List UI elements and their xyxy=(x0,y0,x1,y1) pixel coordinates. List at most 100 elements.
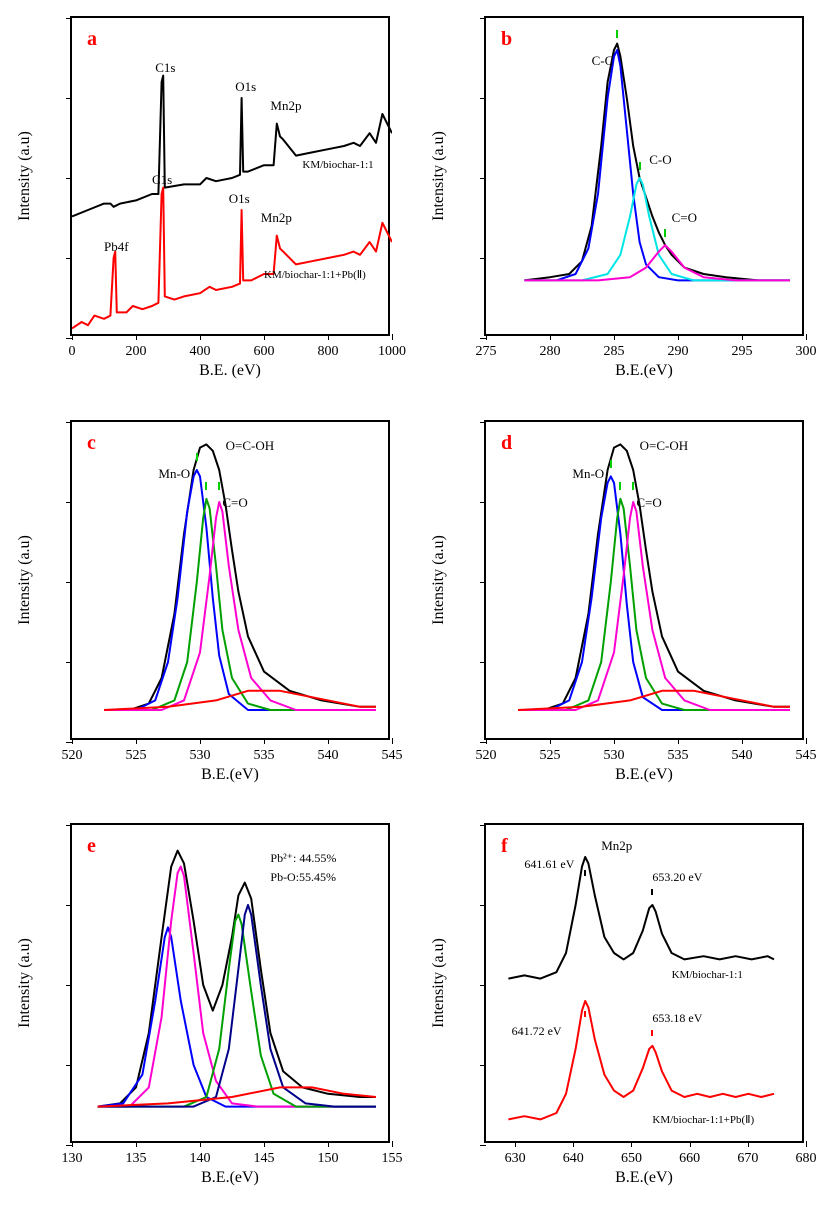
xtick-mark xyxy=(614,334,615,340)
ytick-mark xyxy=(480,178,486,179)
ytick-mark xyxy=(66,338,72,339)
xtick-label: 285 xyxy=(604,344,625,360)
x-axis-label: B.E.(eV) xyxy=(615,766,673,784)
peak-marker xyxy=(610,460,612,468)
curve-ocoh-peak xyxy=(104,502,376,710)
xtick-label: 540 xyxy=(732,748,753,764)
xtick-mark xyxy=(72,1141,73,1147)
xtick-mark xyxy=(264,738,265,744)
x-axis-label: B.E.(eV) xyxy=(615,1169,673,1187)
xtick-mark xyxy=(136,1141,137,1147)
xtick-label: 200 xyxy=(126,344,147,360)
xtick-label: 1000 xyxy=(378,344,406,360)
annotation: 653.20 eV xyxy=(652,870,702,885)
curve-envelope xyxy=(518,444,790,710)
xtick-mark xyxy=(392,1141,393,1147)
panel-d: O=C-OHMn-OC=Od520525530535540545Intensit… xyxy=(424,414,818,798)
panel-letter: d xyxy=(501,432,512,455)
xtick-mark xyxy=(614,738,615,744)
peak-marker xyxy=(664,229,666,237)
ytick-mark xyxy=(480,338,486,339)
chart-frame: C-CC-OC=Ob275280285290295300 xyxy=(484,16,804,336)
xtick-mark xyxy=(690,1141,691,1147)
annotation: C=O xyxy=(636,495,661,511)
xtick-mark xyxy=(264,334,265,340)
xtick-mark xyxy=(486,334,487,340)
annotation: KM/biochar-1:1+Pb(Ⅱ) xyxy=(652,1113,754,1126)
xtick-mark xyxy=(486,738,487,744)
ytick-mark xyxy=(66,18,72,19)
dash-marker xyxy=(651,889,653,895)
xtick-label: 530 xyxy=(604,748,625,764)
xtick-label: 520 xyxy=(62,748,83,764)
chart-svg xyxy=(486,422,806,742)
ytick-mark xyxy=(480,1065,486,1066)
curve-pb2-peak1 xyxy=(98,928,376,1107)
xtick-mark xyxy=(806,738,807,744)
xtick-mark xyxy=(72,738,73,744)
peak-marker xyxy=(632,482,634,490)
xtick-label: 150 xyxy=(318,1151,339,1167)
xtick-mark xyxy=(392,738,393,744)
panel-letter: a xyxy=(87,28,97,51)
y-axis-label: Intensity (a.u) xyxy=(16,938,34,1028)
xtick-mark xyxy=(72,334,73,340)
chart-svg xyxy=(72,422,392,742)
annotation: Mn-O xyxy=(158,466,190,482)
xtick-label: 140 xyxy=(190,1151,211,1167)
panel-c: O=C-OHMn-OC=Oc520525530535540545Intensit… xyxy=(10,414,404,798)
xtick-mark xyxy=(136,334,137,340)
xtick-label: 0 xyxy=(69,344,76,360)
ytick-mark xyxy=(66,1145,72,1146)
xtick-mark xyxy=(136,738,137,744)
panel-f: Mn2p641.61 eV653.20 eVKM/biochar-1:1641.… xyxy=(424,817,818,1201)
curve-ocoh-peak xyxy=(518,502,790,710)
xtick-label: 600 xyxy=(254,344,275,360)
xtick-label: 545 xyxy=(796,748,817,764)
xtick-mark xyxy=(806,334,807,340)
xtick-label: 400 xyxy=(190,344,211,360)
xtick-label: 155 xyxy=(382,1151,403,1167)
ytick-mark xyxy=(66,1065,72,1066)
annotation: KM/biochar-1:1+Pb(Ⅱ) xyxy=(264,268,366,281)
chart-svg xyxy=(72,18,392,338)
peak-marker xyxy=(196,453,198,461)
chart-frame: C1sO1sMn2pKM/biochar-1:1Pb4fC1sO1sMn2pKM… xyxy=(70,16,390,336)
xtick-mark xyxy=(328,738,329,744)
annotation: Mn2p xyxy=(270,98,301,114)
panel-a: C1sO1sMn2pKM/biochar-1:1Pb4fC1sO1sMn2pKM… xyxy=(10,10,404,394)
peak-marker xyxy=(205,482,207,490)
chart-svg xyxy=(486,18,806,338)
panel-letter: c xyxy=(87,432,96,455)
annotation: KM/biochar-1:1 xyxy=(302,159,373,171)
xtick-mark xyxy=(631,1141,632,1147)
panel-letter: f xyxy=(501,835,508,858)
annotation: C=O xyxy=(672,210,697,226)
panel-b: C-CC-OC=Ob275280285290295300Intensity (a… xyxy=(424,10,818,394)
curve-bottom-spectrum xyxy=(508,1001,774,1119)
annotation: 653.18 eV xyxy=(652,1011,702,1026)
ytick-mark xyxy=(480,742,486,743)
panel-letter: b xyxy=(501,28,512,51)
xtick-label: 145 xyxy=(254,1151,275,1167)
xtick-label: 295 xyxy=(732,344,753,360)
xtick-mark xyxy=(742,738,743,744)
chart-frame: O=C-OHMn-OC=Oc520525530535540545 xyxy=(70,420,390,740)
chart-frame: Pb²⁺: 44.55%Pb-O:55.45%e1301351401451501… xyxy=(70,823,390,1143)
ytick-mark xyxy=(66,422,72,423)
x-axis-label: B.E.(eV) xyxy=(615,362,673,380)
xtick-label: 535 xyxy=(254,748,275,764)
xtick-label: 535 xyxy=(668,748,689,764)
chart-svg xyxy=(486,825,806,1145)
annotation: 641.72 eV xyxy=(512,1024,562,1039)
y-axis-label: Intensity (a.u) xyxy=(16,131,34,221)
figure-grid: C1sO1sMn2pKM/biochar-1:1Pb4fC1sO1sMn2pKM… xyxy=(0,0,828,1211)
xtick-label: 640 xyxy=(563,1151,584,1167)
annotation: Mn-O xyxy=(572,466,604,482)
ytick-mark xyxy=(480,1145,486,1146)
xtick-label: 680 xyxy=(796,1151,817,1167)
peak-marker xyxy=(639,162,641,170)
ytick-mark xyxy=(66,662,72,663)
xtick-mark xyxy=(200,334,201,340)
ytick-mark xyxy=(66,582,72,583)
